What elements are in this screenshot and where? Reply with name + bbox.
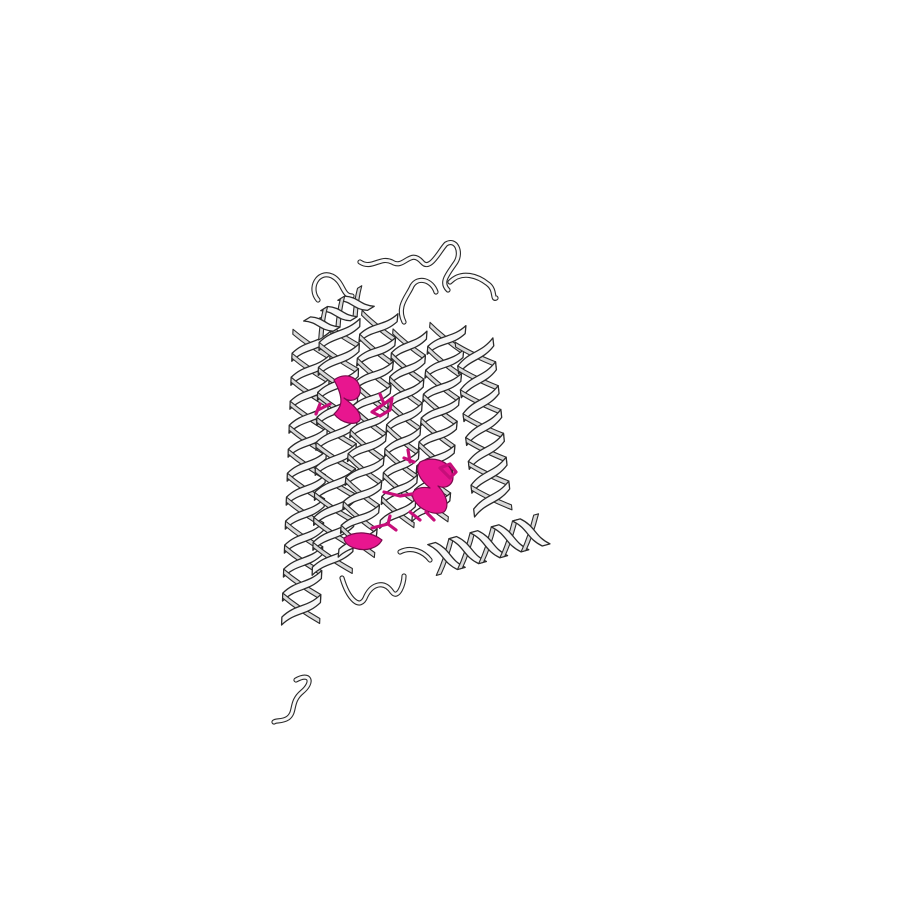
- extracellular-loops: [311, 240, 499, 325]
- helix-5: [411, 321, 467, 523]
- highlight-site-2: [382, 448, 458, 522]
- highlight-site-3: [343, 514, 398, 551]
- helix-4: [379, 328, 428, 530]
- helix-8: [302, 285, 375, 341]
- intracellular-loops: [271, 546, 433, 725]
- helix-6: [454, 337, 513, 518]
- helix-3: [337, 309, 399, 559]
- highlight-site-1: [314, 375, 394, 424]
- helix-bundle: [280, 285, 551, 626]
- helix-7: [427, 513, 551, 576]
- highlighted-residues: [314, 375, 458, 551]
